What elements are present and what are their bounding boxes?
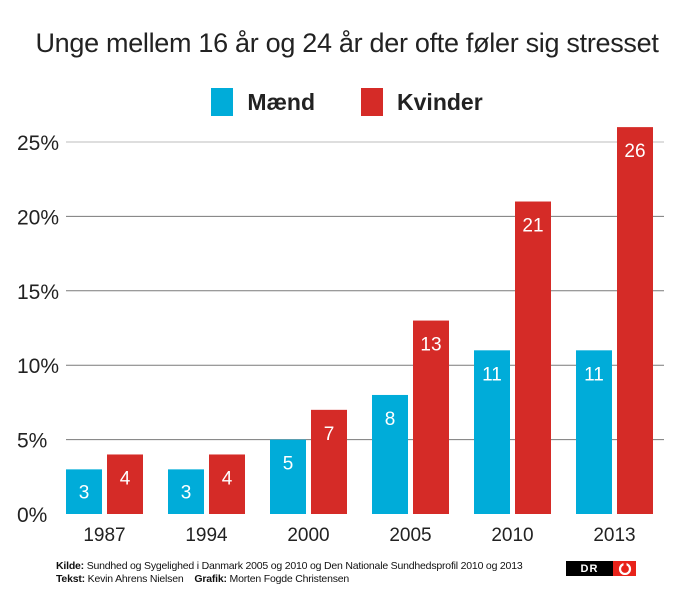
data-label: 4: [222, 468, 233, 489]
dr-logo-text: DR: [566, 561, 613, 576]
source-label: Kilde:: [56, 560, 84, 572]
x-tick-label: 2005: [389, 525, 431, 546]
credits-line: Tekst: Kevin Ahrens Nielsen Grafik: Mort…: [56, 573, 522, 586]
data-label: 8: [385, 409, 396, 430]
bar-kvinder-1994: [209, 454, 245, 514]
bar-maend-2005: [372, 394, 408, 514]
y-tick-label: 15%: [17, 281, 59, 304]
graphic-label: Grafik:: [194, 573, 227, 585]
y-tick-label: 5%: [17, 430, 47, 453]
bar-kvinder-2000: [311, 409, 347, 514]
bar-maend-2013: [576, 350, 612, 514]
data-label: 11: [482, 364, 502, 385]
data-label: 21: [522, 216, 543, 237]
x-tick-label: 2013: [593, 525, 635, 546]
source-line: Kilde: Sundhed og Sygelighed i Danmark 2…: [56, 560, 523, 573]
y-tick-label: 0%: [17, 504, 47, 527]
dr-eye-icon: [613, 561, 636, 576]
legend-item-maend: Mænd: [211, 88, 315, 116]
bar-kvinder-2005: [413, 320, 449, 514]
x-tick-label: 2010: [491, 525, 533, 546]
source-text: Sundhed og Sygelighed i Danmark 2005 og …: [86, 560, 523, 572]
y-tick-label: 25%: [17, 132, 59, 155]
bar-kvinder-1987: [107, 454, 143, 514]
y-tick-label: 20%: [17, 206, 59, 229]
data-label: 13: [420, 335, 441, 356]
text-author: Kevin Ahrens Nielsen: [87, 573, 184, 585]
dr-logo: DR: [566, 561, 636, 576]
x-tick-label: 2000: [287, 525, 329, 546]
legend-item-kvinder: Kvinder: [361, 88, 483, 116]
graphic-author: Morten Fogde Christensen: [229, 573, 350, 585]
data-label: 3: [181, 483, 192, 504]
x-tick-label: 1987: [83, 525, 125, 546]
data-label: 4: [120, 468, 131, 489]
data-label: 11: [584, 364, 604, 385]
legend-swatch-kvinder: [361, 88, 384, 116]
bar-kvinder-2010: [515, 201, 551, 514]
y-tick-label: 10%: [17, 355, 59, 378]
bar-maend-1987: [66, 469, 102, 514]
text-label: Tekst:: [56, 573, 85, 585]
chart-title: Unge mellem 16 år og 24 år der ofte føle…: [35, 28, 659, 58]
data-label: 3: [79, 483, 90, 504]
data-label: 26: [624, 141, 645, 162]
legend-label-maend: Mænd: [247, 88, 316, 115]
bar-maend-2010: [474, 350, 510, 514]
footer-credits: Kilde: Sundhed og Sygelighed i Danmark 2…: [56, 560, 523, 586]
bar-chart: 0% 5% 10% 15% 20% 25% 3 4 1987 3 4 1994 5 7 2000 8 13 200…: [17, 127, 664, 546]
bar-kvinder-2013: [617, 127, 653, 515]
legend-swatch-maend: [211, 88, 234, 116]
data-label: 7: [324, 424, 335, 445]
x-tick-label: 1994: [185, 525, 228, 546]
legend: Mænd Kvinder: [0, 88, 694, 116]
legend-label-kvinder: Kvinder: [397, 88, 483, 115]
bar-maend-2000: [270, 439, 306, 514]
bar-maend-1994: [168, 469, 204, 514]
data-label: 5: [283, 454, 294, 475]
